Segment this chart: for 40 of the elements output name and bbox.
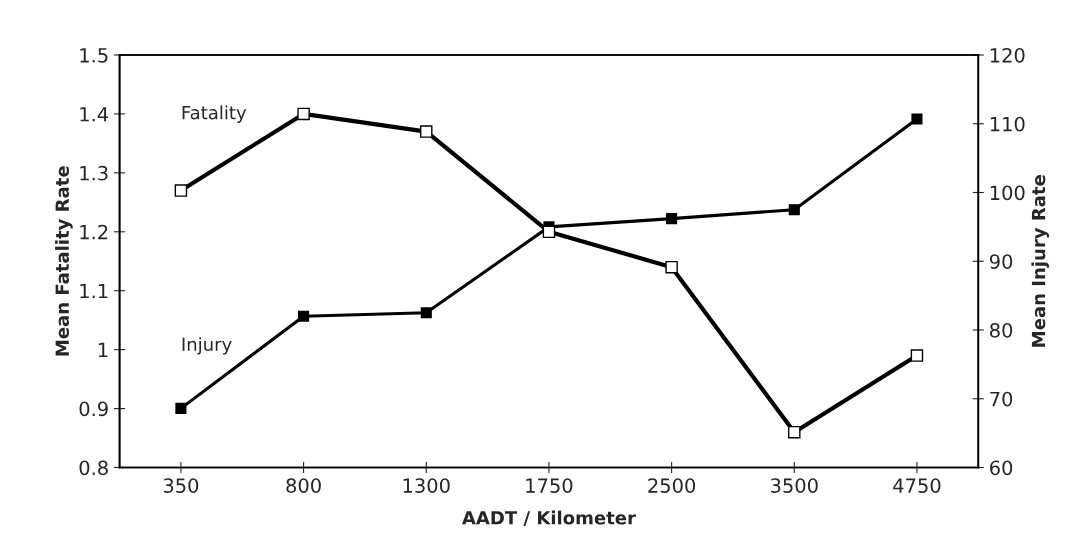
series-label: Injury [182,337,232,355]
y2-tick-label: 120 [990,47,1025,63]
point [298,310,310,322]
point [910,349,924,362]
point [666,213,678,225]
point [665,260,678,274]
point [175,402,187,414]
y-tick-label: 0.9 [79,401,108,417]
y2-tick-label: 70 [990,391,1013,407]
y-tick-label: 1 [98,342,108,358]
point [420,307,432,319]
y2-tick-label: 100 [990,185,1025,201]
y-axis-title: Mean Fatality Rate [55,166,73,356]
point [174,184,188,197]
y2-tick-label: 110 [990,116,1025,132]
point [788,204,800,216]
x-tick-label: 350 [163,478,199,493]
series-label: Fatality [182,105,247,123]
y-tick-label: 0.8 [79,460,108,476]
point [788,425,801,439]
y-tick-label: 1.4 [80,107,109,122]
y-tick-label: 1.3 [80,165,108,181]
y2-tick-label: 60 [990,460,1013,476]
x-tick-label: 4750 [893,478,941,493]
y2-tick-label: 90 [989,254,1013,269]
y-tick-label: 1.2 [80,224,108,240]
x-axis-title: AADT / Kilometer [462,510,636,527]
y2-tick-label: 80 [990,322,1013,338]
point [911,113,923,125]
point [297,107,310,121]
x-tick-label: 1300 [403,478,450,493]
x-tick-label: 3500 [771,478,818,493]
point [542,225,556,239]
y2-axis-title: Mean Injury Rate [1031,175,1049,347]
y-tick-label: 1.5 [80,48,108,63]
x-tick-label: 800 [286,478,321,493]
point [420,125,433,138]
x-tick-label: 1750 [526,478,573,493]
x-tick-label: 2500 [648,478,696,493]
y-tick-label: 1.1 [80,283,108,299]
